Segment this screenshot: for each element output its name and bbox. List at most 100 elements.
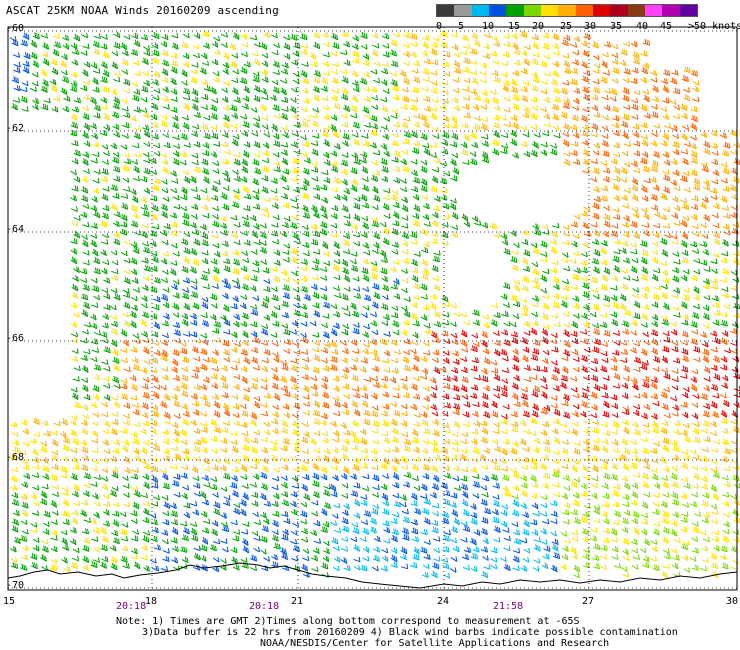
wind-barb — [400, 178, 407, 184]
wind-barb — [692, 231, 700, 237]
wind-barb — [152, 49, 160, 57]
wind-barb — [162, 438, 170, 445]
wind-barb — [273, 259, 281, 266]
wind-barb — [122, 112, 131, 119]
wind-barb — [562, 365, 569, 374]
wind-barb — [112, 356, 120, 365]
wind-barb — [451, 212, 459, 220]
wind-barb — [260, 377, 268, 383]
wind-barb — [102, 204, 110, 212]
wind-barb — [612, 383, 620, 389]
wind-barb — [122, 177, 130, 183]
wind-barb — [351, 386, 360, 392]
wind-barb — [453, 67, 462, 74]
wind-barb — [120, 42, 128, 51]
wind-barb — [251, 500, 259, 507]
wind-barb — [659, 214, 667, 221]
wind-barb — [680, 476, 688, 483]
wind-barb — [570, 387, 578, 393]
wind-barb — [360, 564, 368, 572]
wind-barb — [390, 79, 398, 87]
wind-barb — [282, 249, 290, 255]
wind-barb — [423, 498, 431, 505]
wind-barb — [130, 241, 138, 249]
wind-barb — [570, 509, 578, 516]
wind-barb — [230, 546, 238, 554]
wind-barb — [551, 103, 559, 111]
wind-barb — [152, 304, 160, 311]
wind-barb — [282, 185, 290, 191]
wind-barb — [113, 31, 121, 39]
wind-barb — [510, 447, 518, 455]
wind-barb — [671, 195, 679, 203]
wind-barb — [452, 475, 460, 482]
wind-barb — [280, 174, 287, 183]
wind-barb — [469, 48, 478, 55]
note-line: Note: 1) Times are GMT 2)Times along bot… — [116, 616, 580, 627]
wind-barb — [310, 223, 318, 231]
wind-barb — [292, 278, 300, 284]
wind-barb — [411, 274, 419, 283]
wind-barb — [293, 149, 301, 155]
wind-barb — [621, 392, 629, 400]
wind-barb — [81, 528, 89, 535]
wind-barb — [492, 114, 500, 122]
wind-barb — [170, 66, 178, 74]
wind-barb — [121, 475, 129, 482]
wind-barb — [322, 151, 330, 159]
lon-label: 15 — [3, 596, 16, 607]
wind-barb — [143, 49, 151, 57]
wind-barb — [171, 59, 179, 67]
legend-swatch — [437, 5, 455, 16]
wind-barb — [580, 516, 588, 524]
wind-barb — [113, 76, 121, 83]
wind-barb — [141, 383, 149, 390]
wind-barb — [323, 260, 331, 267]
wind-barb — [431, 264, 439, 273]
wind-barb — [542, 229, 550, 235]
wind-barb — [89, 122, 97, 130]
wind-barb — [233, 507, 241, 515]
wind-barb — [301, 77, 309, 85]
wind-barb — [302, 141, 310, 148]
wind-barb — [213, 141, 221, 147]
wind-barb — [360, 151, 368, 158]
wind-barb — [522, 557, 530, 563]
wind-barb — [342, 248, 350, 255]
wind-barb — [151, 42, 159, 50]
wind-barb — [602, 537, 610, 544]
wind-barb — [590, 455, 598, 463]
wind-barb — [601, 60, 608, 69]
wind-barb — [51, 67, 59, 76]
wind-barb — [700, 131, 708, 139]
wind-barb — [580, 400, 588, 408]
wind-barb — [341, 267, 349, 275]
wind-barb — [592, 167, 600, 175]
wind-barb — [362, 305, 370, 311]
wind-barb — [241, 538, 249, 546]
wind-barb — [390, 339, 398, 347]
wind-barb — [512, 121, 519, 130]
wind-barb — [590, 276, 598, 284]
wind-barb — [452, 77, 460, 83]
wind-barb — [412, 60, 420, 67]
wind-barb — [450, 556, 458, 562]
wind-barb — [641, 222, 650, 228]
wind-barb — [229, 60, 238, 69]
wind-barb — [503, 535, 511, 542]
wind-barb — [30, 40, 37, 48]
wind-barb — [443, 71, 451, 77]
wind-barb — [260, 42, 268, 50]
wind-barb — [670, 528, 678, 537]
wind-barb — [101, 144, 109, 150]
wind-barb — [280, 230, 287, 238]
wind-barb — [190, 527, 198, 536]
wind-barb — [250, 285, 257, 292]
wind-barb — [110, 428, 118, 436]
wind-barb — [161, 95, 169, 102]
wind-barb — [582, 553, 590, 560]
wind-barb — [392, 121, 401, 128]
wind-barb — [40, 69, 48, 77]
wind-barb — [232, 133, 240, 140]
wind-barb — [702, 348, 710, 356]
